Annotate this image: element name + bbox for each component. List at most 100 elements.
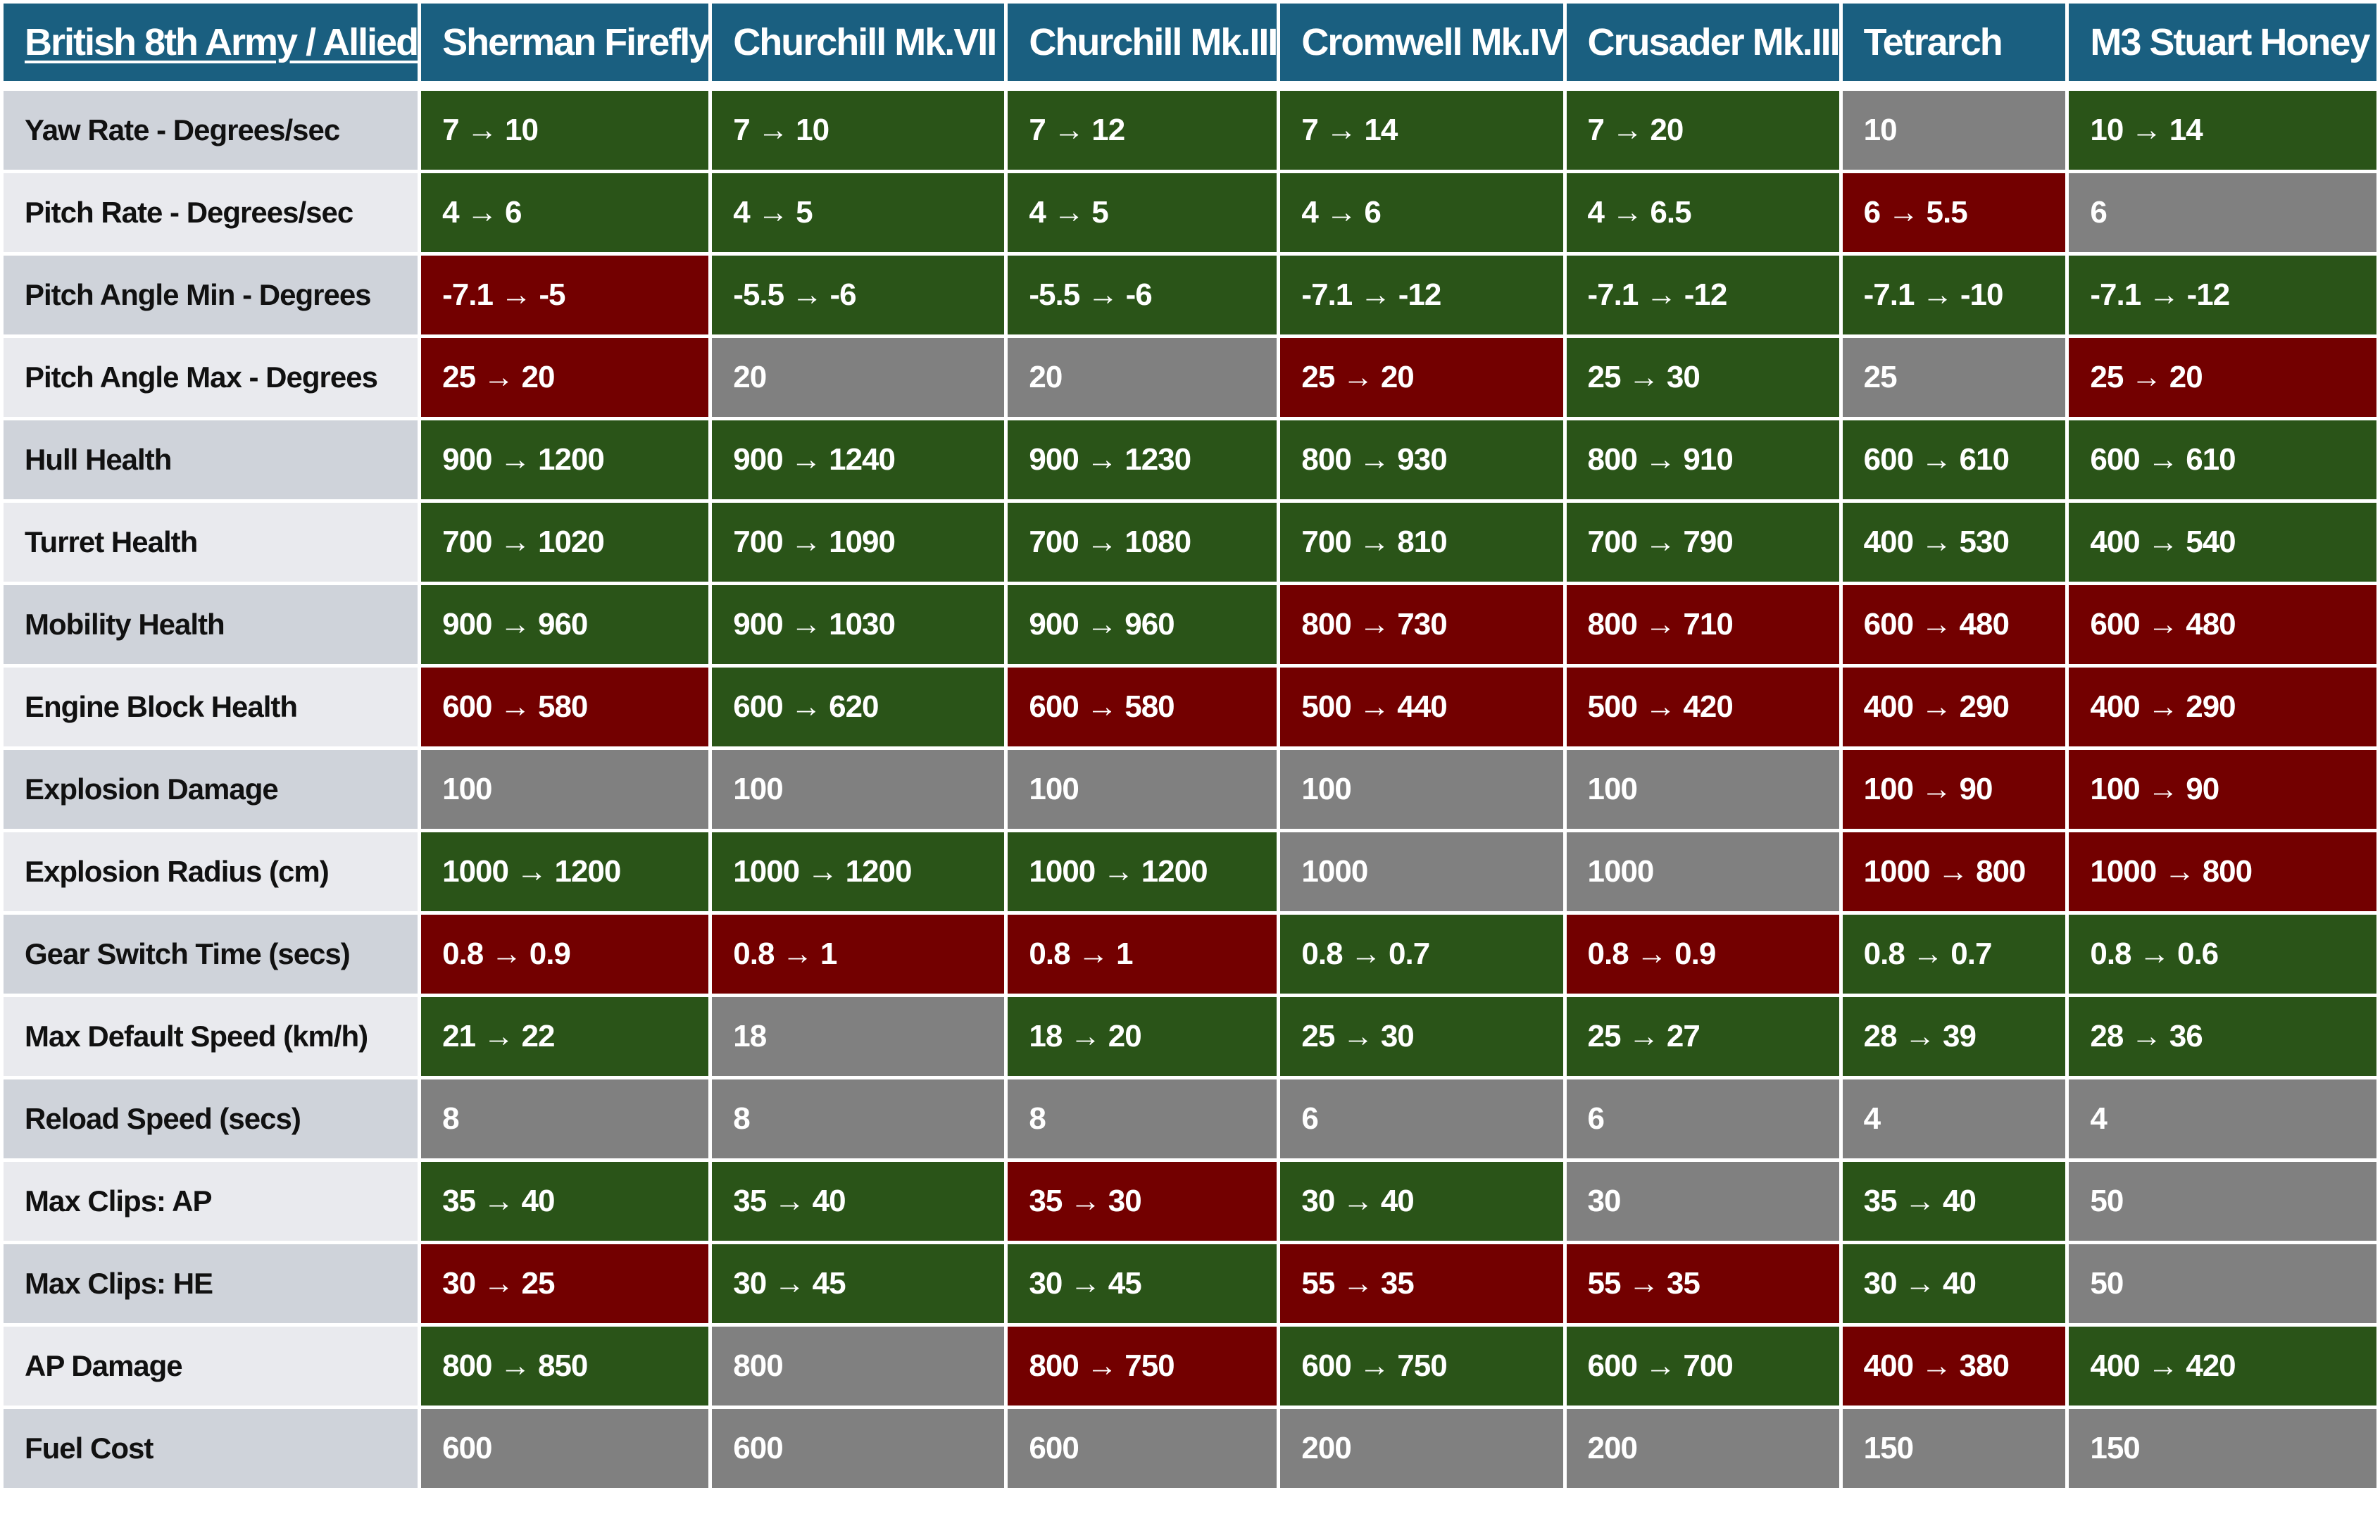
table-row: Explosion Radius (cm) 1000 → 1200 1000 → 1… bbox=[4, 832, 2376, 911]
stat-cell-worse: 1000 → 800 bbox=[2069, 832, 2376, 911]
header-row: British 8th Army / Allied Sherman Firefl… bbox=[4, 4, 2376, 81]
stat-cell-better: -7.1 → -12 bbox=[1566, 256, 1839, 334]
stat-cell-worse: 25 → 20 bbox=[1280, 338, 1563, 417]
stat-cell-worse: 0.8 → 0.9 bbox=[1566, 915, 1839, 994]
stat-cell-better: 4 → 5 bbox=[1008, 173, 1277, 252]
table-row: AP Damage 800 → 850 800 800 → 750 600 → 750 6… bbox=[4, 1327, 2376, 1406]
stat-cell-worse: 800 → 750 bbox=[1008, 1327, 1277, 1406]
stat-cell-better: 600 → 750 bbox=[1280, 1327, 1563, 1406]
stat-cell-unchanged: 6 bbox=[2069, 173, 2376, 252]
stat-cell-worse: -7.1 → -5 bbox=[421, 256, 709, 334]
stat-cell-better: 700 → 1080 bbox=[1008, 503, 1277, 582]
column-header-tank: M3 Stuart Honey bbox=[2069, 4, 2376, 81]
stat-cell-better: 700 → 790 bbox=[1566, 503, 1839, 582]
stat-cell-better: -5.5 → -6 bbox=[712, 256, 1005, 334]
stat-cell-better: 35 → 40 bbox=[421, 1162, 709, 1241]
stat-cell-better: 4 → 5 bbox=[712, 173, 1005, 252]
stat-cell-worse: 30 → 25 bbox=[421, 1244, 709, 1323]
stat-cell-better: 600 → 620 bbox=[712, 668, 1005, 746]
table-row: Max Default Speed (km/h) 21 → 22 18 18 → 20… bbox=[4, 997, 2376, 1076]
stat-cell-unchanged: 1000 bbox=[1280, 832, 1563, 911]
stat-cell-better: 700 → 1090 bbox=[712, 503, 1005, 582]
faction-header-link[interactable]: British 8th Army / Allied bbox=[4, 4, 419, 81]
row-label: Explosion Damage bbox=[4, 750, 418, 829]
stat-cell-better: 1000 → 1200 bbox=[712, 832, 1005, 911]
stat-cell-worse: 100 → 90 bbox=[1842, 750, 2066, 829]
stat-cell-better: 600 → 610 bbox=[2069, 420, 2376, 499]
stat-cell-better: 0.8 → 0.7 bbox=[1842, 915, 2066, 994]
tank-stats-table: British 8th Army / Allied Sherman Firefl… bbox=[4, 4, 2376, 1488]
table-row: Yaw Rate - Degrees/sec 7 → 10 7 → 10 7 → 12… bbox=[4, 91, 2376, 170]
row-label: Max Clips: HE bbox=[4, 1244, 418, 1323]
stat-cell-unchanged: 10 bbox=[1842, 91, 2066, 170]
row-label: Pitch Angle Max - Degrees bbox=[4, 338, 418, 417]
stat-cell-unchanged: 800 bbox=[712, 1327, 1005, 1406]
stat-cell-unchanged: 20 bbox=[1008, 338, 1277, 417]
stat-cell-unchanged: 20 bbox=[712, 338, 1005, 417]
stat-cell-unchanged: 4 bbox=[1842, 1079, 2066, 1158]
row-label: AP Damage bbox=[4, 1327, 418, 1406]
stat-cell-better: 30 → 40 bbox=[1280, 1162, 1563, 1241]
stat-cell-better: 400 → 420 bbox=[2069, 1327, 2376, 1406]
stat-cell-better: -7.1 → -12 bbox=[1280, 256, 1563, 334]
stat-cell-better: 28 → 36 bbox=[2069, 997, 2376, 1076]
table-row: Mobility Health 900 → 960 900 → 1030 900 → … bbox=[4, 585, 2376, 664]
stat-cell-better: 35 → 40 bbox=[712, 1162, 1005, 1241]
stat-cell-worse: 100 → 90 bbox=[2069, 750, 2376, 829]
stat-cell-better: 7 → 20 bbox=[1566, 91, 1839, 170]
row-label: Max Clips: AP bbox=[4, 1162, 418, 1241]
stat-cell-worse: 600 → 580 bbox=[421, 668, 709, 746]
stat-cell-worse: 35 → 30 bbox=[1008, 1162, 1277, 1241]
stat-cell-unchanged: 4 bbox=[2069, 1079, 2376, 1158]
row-label: Pitch Rate - Degrees/sec bbox=[4, 173, 418, 252]
stat-cell-better: 800 → 850 bbox=[421, 1327, 709, 1406]
stat-cell-unchanged: 100 bbox=[1008, 750, 1277, 829]
stat-cell-worse: 6 → 5.5 bbox=[1842, 173, 2066, 252]
stat-cell-better: -7.1 → -12 bbox=[2069, 256, 2376, 334]
stat-cell-better: 25 → 30 bbox=[1566, 338, 1839, 417]
stat-cell-unchanged: 100 bbox=[712, 750, 1005, 829]
row-label: Reload Speed (secs) bbox=[4, 1079, 418, 1158]
table-row: Explosion Damage 100 100 100 100 100 100 → 90 1… bbox=[4, 750, 2376, 829]
row-label: Hull Health bbox=[4, 420, 418, 499]
stat-cell-better: 700 → 810 bbox=[1280, 503, 1563, 582]
stat-cell-worse: 55 → 35 bbox=[1566, 1244, 1839, 1323]
stat-cell-worse: 400 → 290 bbox=[1842, 668, 2066, 746]
stat-cell-unchanged: 100 bbox=[1566, 750, 1839, 829]
stat-cell-better: 400 → 540 bbox=[2069, 503, 2376, 582]
stat-cell-unchanged: 6 bbox=[1280, 1079, 1563, 1158]
row-label: Gear Switch Time (secs) bbox=[4, 915, 418, 994]
stat-cell-unchanged: 25 bbox=[1842, 338, 2066, 417]
stat-cell-better: 900 → 960 bbox=[1008, 585, 1277, 664]
stat-cell-worse: 1000 → 800 bbox=[1842, 832, 2066, 911]
stat-cell-worse: 0.8 → 1 bbox=[1008, 915, 1277, 994]
stat-cell-better: 900 → 1200 bbox=[421, 420, 709, 499]
stat-cell-better: 35 → 40 bbox=[1842, 1162, 2066, 1241]
stat-cell-worse: 600 → 480 bbox=[1842, 585, 2066, 664]
stat-cell-unchanged: 150 bbox=[2069, 1409, 2376, 1488]
stat-cell-worse: 0.8 → 0.9 bbox=[421, 915, 709, 994]
row-label: Engine Block Health bbox=[4, 668, 418, 746]
stat-cell-better: 10 → 14 bbox=[2069, 91, 2376, 170]
stat-cell-better: 600 → 610 bbox=[1842, 420, 2066, 499]
stat-cell-unchanged: 18 bbox=[712, 997, 1005, 1076]
stat-cell-unchanged: 600 bbox=[421, 1409, 709, 1488]
table-row: Reload Speed (secs) 8 8 8 6 6 4 4 bbox=[4, 1079, 2376, 1158]
row-label: Explosion Radius (cm) bbox=[4, 832, 418, 911]
table-row: Engine Block Health 600 → 580 600 → 620 600… bbox=[4, 668, 2376, 746]
stat-cell-worse: 0.8 → 1 bbox=[712, 915, 1005, 994]
stat-cell-better: 30 → 45 bbox=[1008, 1244, 1277, 1323]
stat-cell-worse: 500 → 440 bbox=[1280, 668, 1563, 746]
column-header-tank: Churchill Mk.VII bbox=[712, 4, 1005, 81]
stat-cell-worse: 400 → 380 bbox=[1842, 1327, 2066, 1406]
column-header-tank: Tetrarch bbox=[1842, 4, 2066, 81]
table-row: Pitch Angle Max - Degrees 25 → 20 20 20 25 →… bbox=[4, 338, 2376, 417]
column-header-tank: Crusader Mk.III bbox=[1566, 4, 1841, 81]
stat-cell-better: -7.1 → -10 bbox=[1842, 256, 2066, 334]
stat-cell-better: 18 → 20 bbox=[1008, 997, 1277, 1076]
row-label: Max Default Speed (km/h) bbox=[4, 997, 418, 1076]
stat-cell-better: 800 → 910 bbox=[1566, 420, 1839, 499]
stat-cell-unchanged: 50 bbox=[2069, 1244, 2376, 1323]
stat-cell-better: 7 → 12 bbox=[1008, 91, 1277, 170]
